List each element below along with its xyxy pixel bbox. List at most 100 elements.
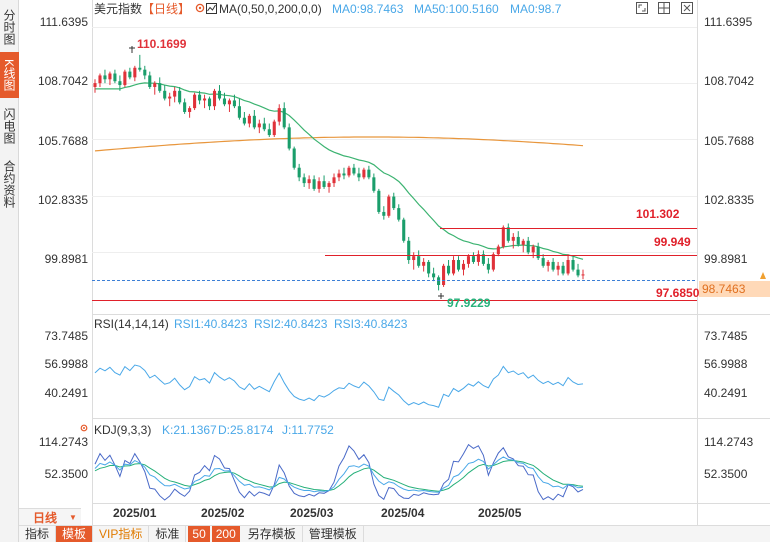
- candle-body: [232, 100, 236, 107]
- candle-body: [203, 98, 207, 101]
- candle-body: [357, 173, 361, 178]
- kdj-tick: 52.3500: [45, 467, 89, 481]
- candle-body: [332, 177, 336, 184]
- kdj-axis-left: 114.2743 52.3500: [39, 435, 88, 481]
- candle-body: [511, 236, 515, 241]
- candle-body: [178, 90, 182, 103]
- candle-body: [486, 263, 490, 270]
- candle-body: [327, 183, 331, 187]
- candle-body: [143, 69, 147, 76]
- grid-lines: [92, 27, 697, 253]
- candle-body: [516, 236, 520, 245]
- x-tick: 2025/05: [478, 506, 522, 520]
- candle-body: [466, 256, 471, 264]
- x-tick: 2025/02: [201, 506, 245, 520]
- rsi-title: RSI(14,14,14): [94, 317, 169, 331]
- kdj-title: KDJ(9,3,3): [94, 423, 151, 437]
- price-tick: 111.6395: [704, 15, 753, 29]
- tab-contract[interactable]: 合约资料: [2, 160, 16, 208]
- line-101302-label: 101.302: [636, 207, 680, 221]
- candle-body: [447, 265, 451, 274]
- price-tick: 99.8981: [45, 252, 89, 266]
- candle-body: [317, 181, 321, 189]
- ma-period-50[interactable]: 50: [188, 525, 210, 542]
- tab-timeshare[interactable]: 分时图: [2, 9, 16, 45]
- line-976850-label: 97.6850: [656, 286, 700, 300]
- ma0b-value: MA0:98.7: [510, 2, 562, 16]
- close-icon[interactable]: [681, 2, 693, 14]
- candle-body: [158, 83, 162, 91]
- alert-bell-icon[interactable]: [760, 272, 766, 279]
- price-tick: 105.7688: [38, 134, 88, 148]
- period-label[interactable]: 【日线】: [142, 2, 190, 16]
- chevron-down-icon: ▼: [69, 513, 77, 522]
- candle-body: [207, 98, 212, 107]
- period-selector-label: 日线: [33, 510, 58, 525]
- price-axis-left: 111.6395 108.7042 105.7688 102.8335 99.8…: [38, 15, 88, 266]
- candle-body: [222, 98, 227, 105]
- rsi-tick: 56.9988: [704, 357, 748, 371]
- kdj-k-value: K:21.1367: [162, 423, 217, 437]
- template-button[interactable]: 模板: [56, 525, 94, 542]
- indicator-button[interactable]: 指标: [19, 525, 57, 542]
- manage-template-button[interactable]: 管理模板: [303, 525, 364, 542]
- x-axis: 2025/01 2025/02 2025/03 2025/04 2025/05: [113, 506, 522, 520]
- period-selector[interactable]: 日线 ▼: [19, 508, 81, 525]
- candle-body: [432, 273, 436, 278]
- price-tick: 102.8335: [704, 193, 754, 207]
- kdj-j-line: [94, 443, 584, 501]
- candle-body: [227, 100, 231, 105]
- vip-indicator-button[interactable]: VIP指标: [93, 525, 150, 542]
- candle-body: [412, 256, 416, 261]
- kdj-settings-icon[interactable]: [80, 424, 88, 432]
- candle-body: [322, 181, 326, 187]
- view-sidebar: 分时图 K线图 闪电图 合约资料: [0, 0, 19, 542]
- rsi1-value: RSI1:40.8423: [174, 317, 248, 331]
- candle-body: [352, 167, 356, 174]
- ma200-line: [94, 136, 584, 152]
- candles: [93, 54, 585, 291]
- tab-kline[interactable]: K线图: [0, 52, 19, 98]
- low-label: 97.9229: [447, 296, 491, 310]
- candle-body: [422, 261, 426, 266]
- price-tick: 111.6395: [40, 15, 89, 29]
- save-template-button[interactable]: 另存模板: [242, 525, 303, 542]
- candle-body: [267, 129, 271, 136]
- settings-icon[interactable]: [195, 3, 205, 13]
- indicator-icon[interactable]: [206, 3, 217, 14]
- ma-period-200[interactable]: 200: [211, 525, 240, 542]
- candle-body: [456, 260, 461, 270]
- tab-flash[interactable]: 闪电图: [2, 108, 16, 144]
- candle-body: [257, 123, 261, 128]
- expand-icon[interactable]: [636, 2, 648, 14]
- rsi-tick: 73.7485: [704, 329, 748, 343]
- candle-body: [556, 265, 560, 270]
- ma50-line: [95, 82, 584, 260]
- rsi-tick: 73.7485: [45, 329, 89, 343]
- candle-body: [481, 254, 485, 264]
- candle-body: [476, 254, 480, 262]
- candle-body: [292, 148, 296, 168]
- price-tick: 99.8981: [704, 252, 748, 266]
- candle-body: [198, 94, 202, 101]
- x-tick: 2025/03: [290, 506, 334, 520]
- candle-body: [307, 179, 311, 184]
- candle-body: [113, 73, 117, 82]
- candle-body: [362, 169, 366, 178]
- current-price-value: 98.7463: [702, 282, 746, 296]
- candle-body: [252, 115, 256, 128]
- kdj-tick: 52.3500: [704, 467, 748, 481]
- grid-icon[interactable]: [658, 2, 670, 14]
- candle-body: [237, 106, 241, 118]
- x-tick: 2025/04: [381, 506, 425, 520]
- kdj-d-value: D:25.8174: [218, 423, 274, 437]
- standard-button[interactable]: 标准: [149, 525, 187, 542]
- candle-body: [168, 96, 172, 99]
- candle-body: [282, 108, 286, 128]
- rsi-axis-left: 73.7485 56.9988 40.2491: [45, 329, 89, 400]
- kdj-tick: 114.2743: [704, 435, 753, 449]
- ma0-value: MA0:98.7463: [332, 2, 404, 16]
- candle-body: [277, 108, 281, 122]
- rsi-tick: 56.9988: [45, 357, 89, 371]
